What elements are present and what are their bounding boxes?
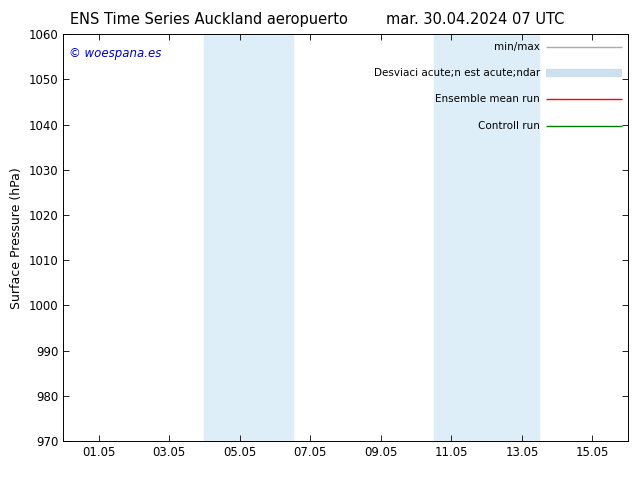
- Text: Desviaci acute;n est acute;ndar: Desviaci acute;n est acute;ndar: [374, 68, 540, 78]
- Text: min/max: min/max: [495, 42, 540, 51]
- Text: ENS Time Series Auckland aeropuerto: ENS Time Series Auckland aeropuerto: [70, 12, 348, 27]
- Y-axis label: Surface Pressure (hPa): Surface Pressure (hPa): [10, 167, 23, 309]
- Bar: [204, 34, 293, 441]
- Text: mar. 30.04.2024 07 UTC: mar. 30.04.2024 07 UTC: [386, 12, 565, 27]
- Bar: [434, 34, 540, 441]
- Text: Controll run: Controll run: [478, 121, 540, 131]
- Text: Ensemble mean run: Ensemble mean run: [436, 95, 540, 104]
- Text: © woespana.es: © woespana.es: [69, 47, 162, 59]
